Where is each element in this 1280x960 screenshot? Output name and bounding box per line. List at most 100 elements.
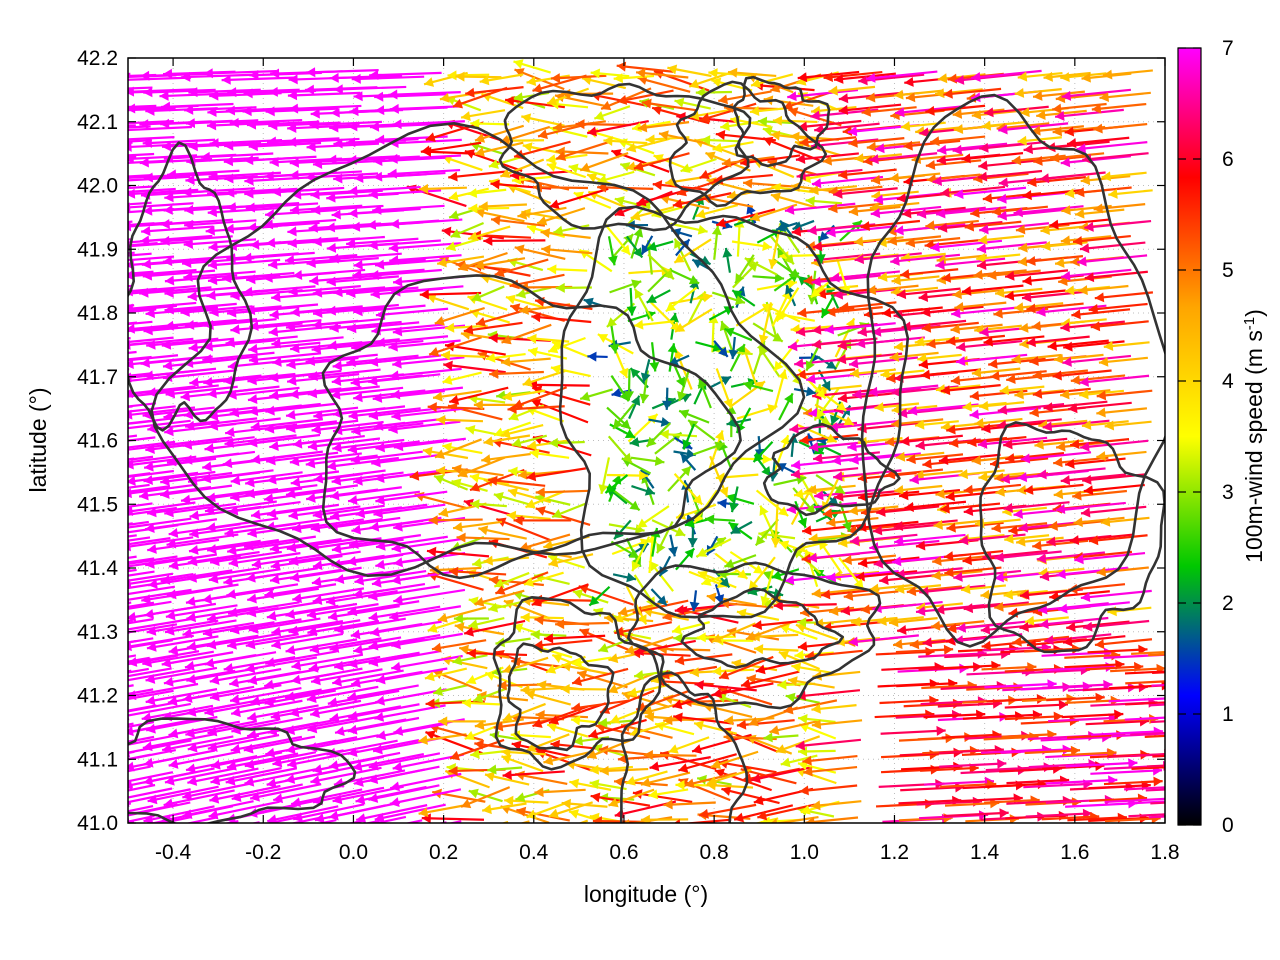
wind-arrow-head (754, 381, 766, 391)
wind-arrow (354, 569, 427, 586)
wind-arrow-head (1032, 540, 1042, 551)
wind-arrow (1005, 452, 1065, 464)
wind-arrow-head (64, 661, 74, 671)
wind-arrow (128, 284, 134, 288)
wind-arrow-head (270, 560, 281, 571)
wind-arrow-shaft (707, 820, 716, 823)
wind-arrow-head (1205, 665, 1214, 675)
wind-arrow-head (667, 343, 678, 353)
wind-arrow-head (162, 743, 172, 754)
wind-arrow (371, 453, 444, 468)
wind-arrow-shaft (918, 652, 987, 658)
wind-arrow-shaft (305, 454, 378, 466)
wind-arrow-shaft (963, 483, 1022, 492)
wind-arrow-shaft (142, 733, 215, 750)
wind-arrow-head (187, 742, 198, 753)
wind-arrow-head (472, 557, 482, 568)
wind-arrow (811, 800, 862, 811)
wind-arrow (981, 422, 1044, 434)
wind-arrow-shaft (250, 688, 322, 704)
wind-arrow-shaft (226, 583, 299, 597)
wind-arrow (706, 768, 752, 786)
wind-arrow-head (614, 808, 625, 819)
wind-arrow (329, 636, 402, 653)
wind-arrow-head (649, 761, 660, 772)
wind-arrow-head (84, 405, 93, 415)
wind-arrow-shaft (285, 602, 358, 617)
wind-arrow-head (128, 372, 132, 383)
wind-arrow (460, 786, 511, 809)
wind-arrow-head (77, 526, 87, 536)
wind-arrow-head (799, 434, 809, 445)
wind-arrow-shaft (1023, 483, 1084, 492)
wind-arrow (752, 441, 774, 463)
wind-arrow (223, 372, 296, 386)
wind-arrow-head (510, 730, 521, 741)
wind-arrow-head (497, 680, 507, 691)
wind-arrow (770, 815, 819, 823)
wind-arrow (943, 549, 1004, 562)
wind-arrow (572, 589, 609, 604)
wind-arrow-shaft (161, 337, 235, 347)
wind-arrow-shaft (1044, 633, 1112, 643)
wind-arrow (347, 684, 419, 702)
wind-arrow-shaft (312, 786, 385, 804)
wind-arrow (646, 289, 671, 304)
wind-arrow-head (431, 642, 442, 653)
wind-arrow-shaft (1065, 802, 1138, 808)
wind-arrow (128, 455, 197, 470)
wind-arrow (906, 585, 962, 597)
wind-arrow-head (309, 643, 320, 654)
wind-arrow (146, 635, 219, 652)
wind-arrow (588, 718, 647, 739)
wind-arrow-head (247, 675, 258, 686)
wind-arrow-head (705, 514, 715, 525)
wind-arrow-head (167, 829, 177, 839)
wind-arrow (167, 819, 239, 839)
wind-arrow-shaft (1150, 801, 1165, 805)
wind-arrow-shaft (128, 469, 175, 478)
wind-arrow-shaft (1074, 551, 1146, 562)
wind-arrow (904, 500, 967, 512)
wind-arrow-shaft (571, 667, 629, 685)
wind-arrow (243, 735, 316, 754)
wind-arrow-shaft (327, 338, 400, 348)
wind-arrow-head (351, 829, 361, 839)
wind-arrow-head (312, 319, 322, 330)
wind-arrow-shaft (874, 712, 935, 719)
wind-arrow-shaft (1053, 456, 1109, 465)
wind-arrow (682, 423, 696, 450)
wind-arrow-head (946, 335, 956, 346)
wind-arrow-head (286, 409, 296, 420)
wind-arrow-shaft (1020, 451, 1092, 461)
wind-arrow-head (1095, 692, 1105, 703)
wind-arrow-head (736, 344, 746, 355)
wind-arrow (168, 750, 241, 769)
wind-arrow-shaft (836, 352, 903, 362)
wind-arrow-head (956, 341, 966, 352)
wind-arrow (1047, 339, 1109, 351)
wind-arrow-shaft (967, 435, 1027, 445)
wind-arrow-head (466, 648, 476, 659)
wind-arrow (1103, 341, 1150, 351)
wind-arrow-head (182, 809, 193, 819)
wind-arrow-shaft (388, 339, 461, 349)
wind-arrow-shaft (207, 733, 280, 750)
wind-arrow-shaft (246, 601, 319, 615)
wind-arrow (180, 490, 254, 505)
wind-arrow (245, 656, 318, 674)
wind-arrow-shaft (903, 702, 963, 708)
wind-arrow (1063, 340, 1125, 352)
wind-arrow (165, 604, 238, 621)
wind-arrow-head (373, 508, 384, 519)
wind-arrow-head (701, 576, 712, 586)
wind-arrow-shaft (511, 742, 572, 758)
wind-arrow (368, 784, 440, 803)
wind-arrow (573, 735, 610, 746)
wind-arrow-head (292, 829, 302, 839)
wind-arrow (869, 583, 917, 594)
wind-arrow-head (143, 775, 154, 786)
wind-arrow-head (548, 808, 559, 819)
wind-arrow-head (961, 584, 971, 595)
wind-arrow (164, 619, 237, 636)
